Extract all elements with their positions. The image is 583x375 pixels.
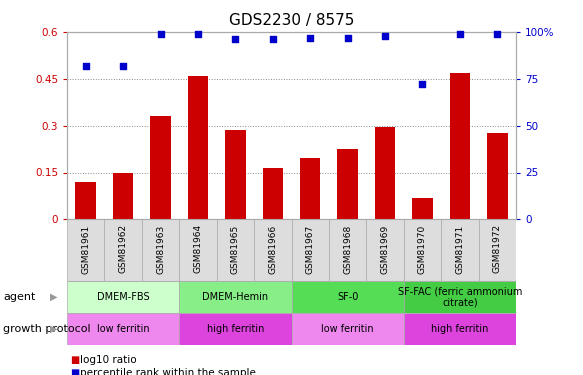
Bar bbox=[150, 116, 171, 219]
Text: GSM81967: GSM81967 bbox=[305, 224, 315, 274]
Bar bbox=[403, 281, 516, 313]
Point bbox=[455, 31, 465, 37]
Text: ■: ■ bbox=[70, 355, 79, 365]
Text: GSM81972: GSM81972 bbox=[493, 224, 502, 273]
Bar bbox=[300, 158, 321, 219]
Bar bbox=[338, 149, 358, 219]
Text: high ferritin: high ferritin bbox=[207, 324, 264, 334]
Text: log10 ratio: log10 ratio bbox=[80, 355, 136, 365]
Text: growth protocol: growth protocol bbox=[3, 324, 90, 334]
Bar bbox=[188, 76, 208, 219]
Point bbox=[268, 36, 278, 42]
Point bbox=[231, 36, 240, 42]
Bar bbox=[179, 313, 292, 345]
Bar bbox=[67, 281, 179, 313]
Bar bbox=[179, 219, 217, 281]
Bar bbox=[262, 168, 283, 219]
Point bbox=[305, 34, 315, 40]
Bar bbox=[479, 219, 516, 281]
Text: SF-FAC (ferric ammonium
citrate): SF-FAC (ferric ammonium citrate) bbox=[398, 286, 522, 308]
Text: DMEM-FBS: DMEM-FBS bbox=[97, 292, 149, 302]
Text: GSM81968: GSM81968 bbox=[343, 224, 352, 274]
Bar bbox=[403, 219, 441, 281]
Point bbox=[380, 33, 389, 39]
Bar bbox=[449, 72, 470, 219]
Point bbox=[118, 63, 128, 69]
Bar bbox=[225, 130, 245, 219]
Bar bbox=[217, 219, 254, 281]
Text: high ferritin: high ferritin bbox=[431, 324, 489, 334]
Bar bbox=[366, 219, 403, 281]
Bar bbox=[104, 219, 142, 281]
Text: GSM81969: GSM81969 bbox=[381, 224, 389, 274]
Title: GDS2230 / 8575: GDS2230 / 8575 bbox=[229, 13, 354, 28]
Point bbox=[493, 31, 502, 37]
Bar bbox=[487, 134, 508, 219]
Bar bbox=[142, 219, 180, 281]
Text: GSM81963: GSM81963 bbox=[156, 224, 165, 274]
Bar bbox=[67, 219, 104, 281]
Bar bbox=[67, 313, 179, 345]
Text: GSM81961: GSM81961 bbox=[81, 224, 90, 274]
Text: ▶: ▶ bbox=[50, 324, 57, 334]
Text: ■: ■ bbox=[70, 368, 79, 375]
Text: GSM81971: GSM81971 bbox=[455, 224, 464, 274]
Text: low ferritin: low ferritin bbox=[321, 324, 374, 334]
Bar bbox=[292, 313, 403, 345]
Text: SF-0: SF-0 bbox=[337, 292, 359, 302]
Text: low ferritin: low ferritin bbox=[97, 324, 149, 334]
Bar bbox=[179, 281, 292, 313]
Bar bbox=[375, 127, 395, 219]
Text: GSM81964: GSM81964 bbox=[194, 224, 202, 273]
Bar bbox=[403, 313, 516, 345]
Text: percentile rank within the sample: percentile rank within the sample bbox=[80, 368, 256, 375]
Bar bbox=[254, 219, 292, 281]
Bar bbox=[113, 172, 134, 219]
Text: GSM81962: GSM81962 bbox=[119, 224, 128, 273]
Bar bbox=[441, 219, 479, 281]
Point bbox=[418, 81, 427, 87]
Bar bbox=[329, 219, 366, 281]
Point bbox=[343, 34, 352, 40]
Text: agent: agent bbox=[3, 292, 36, 302]
Bar bbox=[292, 219, 329, 281]
Bar bbox=[75, 182, 96, 219]
Text: GSM81965: GSM81965 bbox=[231, 224, 240, 274]
Point bbox=[156, 31, 165, 37]
Bar bbox=[292, 281, 403, 313]
Point bbox=[194, 31, 203, 37]
Text: ▶: ▶ bbox=[50, 292, 57, 302]
Point bbox=[81, 63, 90, 69]
Bar bbox=[412, 198, 433, 219]
Text: GSM81970: GSM81970 bbox=[418, 224, 427, 274]
Text: DMEM-Hemin: DMEM-Hemin bbox=[202, 292, 268, 302]
Text: GSM81966: GSM81966 bbox=[268, 224, 278, 274]
